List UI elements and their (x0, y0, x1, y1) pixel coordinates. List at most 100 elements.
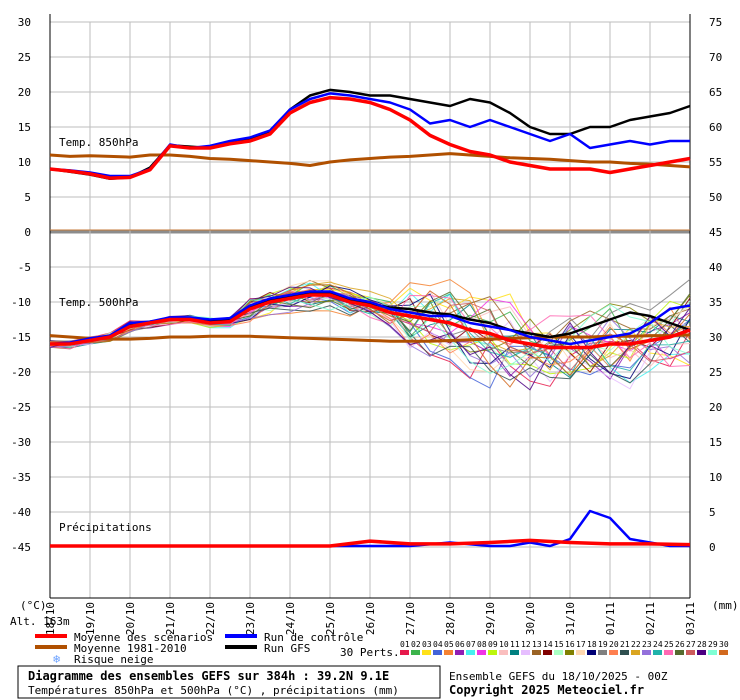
pert-swatch (411, 650, 420, 655)
left-tick-label: 15 (18, 121, 31, 134)
pert-number: 29 (708, 640, 718, 649)
pert-swatch (653, 650, 662, 655)
pert-number: 09 (488, 640, 498, 649)
pert-swatch (620, 650, 629, 655)
legend-gfs-swatch (225, 645, 257, 649)
left-tick-label: 30 (18, 16, 31, 29)
left-tick-label: -5 (18, 261, 31, 274)
date-tick-label: 22/10 (204, 602, 217, 635)
pert-swatch (477, 650, 486, 655)
pert-swatch (598, 650, 607, 655)
pert-number: 14 (543, 640, 553, 649)
pert-swatch (400, 650, 409, 655)
pert-number: 21 (620, 640, 630, 649)
right-tick-label-t850: 55 (709, 156, 722, 169)
pert-swatch (631, 650, 640, 655)
t500-climo-line (49, 333, 691, 343)
pert-number: 08 (477, 640, 487, 649)
legend-control-label: Run de contrôle (264, 631, 363, 644)
pert-number: 28 (697, 640, 707, 649)
perturbation-legend: 01 02 03 04 05 06 07 08 09 10 11 12 13 14 15 16 17 18 19 20… (400, 640, 729, 655)
pert-swatch (422, 650, 431, 655)
left-tick-label: 5 (24, 191, 31, 204)
pert-swatch (532, 650, 541, 655)
left-tick-label: -10 (11, 296, 31, 309)
pert-number: 26 (675, 640, 685, 649)
right-tick-label-t500: 35 (709, 296, 722, 309)
pert-number: 22 (631, 640, 641, 649)
date-tick-label: 30/10 (524, 602, 537, 635)
legend-gfs-label: Run GFS (264, 642, 310, 655)
pert-swatch (664, 650, 673, 655)
right-tick-label-t500: 25 (709, 366, 722, 379)
pert-number: 03 (422, 640, 432, 649)
pert-swatch (444, 650, 453, 655)
pert-number: 10 (499, 640, 509, 649)
t500-mean-line (50, 293, 691, 350)
t850-panel-label: Temp. 850hPa (59, 136, 138, 149)
t850-mean-line (49, 95, 691, 180)
date-tick-label: 24/10 (284, 602, 297, 635)
perturbation-line (49, 290, 691, 368)
legend-climo-swatch (35, 645, 67, 649)
pert-number: 07 (466, 640, 476, 649)
pert-swatch (499, 650, 508, 655)
t500-panel-label: Temp. 500hPa (59, 296, 138, 309)
date-tick-label: 18/10 (44, 602, 57, 635)
date-tick-label: 31/10 (564, 602, 577, 635)
pert-number: 02 (411, 640, 421, 649)
date-tick-label: 19/10 (84, 602, 97, 635)
right-tick-label-t500: 40 (709, 261, 722, 274)
footer-title: Diagramme des ensembles GEFS sur 384h : … (28, 669, 389, 683)
snowflake-icon: ❄ (53, 652, 60, 666)
left-tick-label: -20 (11, 366, 31, 379)
pert-number: 05 (444, 640, 454, 649)
pert-swatch (554, 650, 563, 655)
footer-box (17, 665, 441, 699)
pert-number: 01 (400, 640, 410, 649)
pert-swatch (675, 650, 684, 655)
footer-subtitle: Températures 850hPa et 500hPa (°C) , pré… (28, 684, 399, 697)
pert-number: 15 (554, 640, 564, 649)
pert-swatch (488, 650, 497, 655)
pert-number: 24 (653, 640, 663, 649)
pert-swatch (521, 650, 530, 655)
left-tick-label: -40 (11, 506, 31, 519)
pert-number: 23 (642, 640, 652, 649)
pert-number: 16 (565, 640, 575, 649)
right-tick-label-t500: 0 (709, 541, 716, 554)
t850-climo-line (49, 152, 691, 169)
pert-number: 04 (433, 640, 443, 649)
pert-number: 30 (719, 640, 729, 649)
date-tick-label: 20/10 (124, 602, 137, 635)
right-tick-label-t850: 65 (709, 86, 722, 99)
pert-number: 20 (609, 640, 619, 649)
left-tick-label: 10 (18, 156, 31, 169)
date-tick-label: 27/10 (404, 602, 417, 635)
right-tick-label-t500: 30 (709, 331, 722, 344)
left-axis-unit: (°C) (20, 599, 47, 612)
pert-number: 18 (587, 640, 597, 649)
right-tick-label-t850: 70 (709, 51, 722, 64)
left-tick-label: -35 (11, 471, 31, 484)
date-tick-label: 23/10 (244, 602, 257, 635)
pert-swatch (433, 650, 442, 655)
date-tick-label: 03/11 (684, 602, 697, 635)
right-tick-label-t850: 45 (709, 226, 722, 239)
pert-number: 11 (510, 640, 520, 649)
date-tick-label: 01/11 (604, 602, 617, 635)
pert-swatch (466, 650, 475, 655)
right-tick-label-t850: 50 (709, 191, 722, 204)
legend-snow-label: Risque neige (74, 653, 153, 666)
run-label: Ensemble GEFS du 18/10/2025 - 00Z (449, 670, 668, 683)
precip-mean-line (50, 538, 691, 548)
left-tick-label: 25 (18, 51, 31, 64)
pert-swatch (642, 650, 651, 655)
main-series (49, 88, 691, 548)
pert-number: 06 (455, 640, 465, 649)
pert-swatch (609, 650, 618, 655)
pert-number: 25 (664, 640, 674, 649)
left-tick-label: -15 (11, 331, 31, 344)
pert-number: 19 (598, 640, 608, 649)
right-tick-label-t500: 5 (709, 506, 716, 519)
